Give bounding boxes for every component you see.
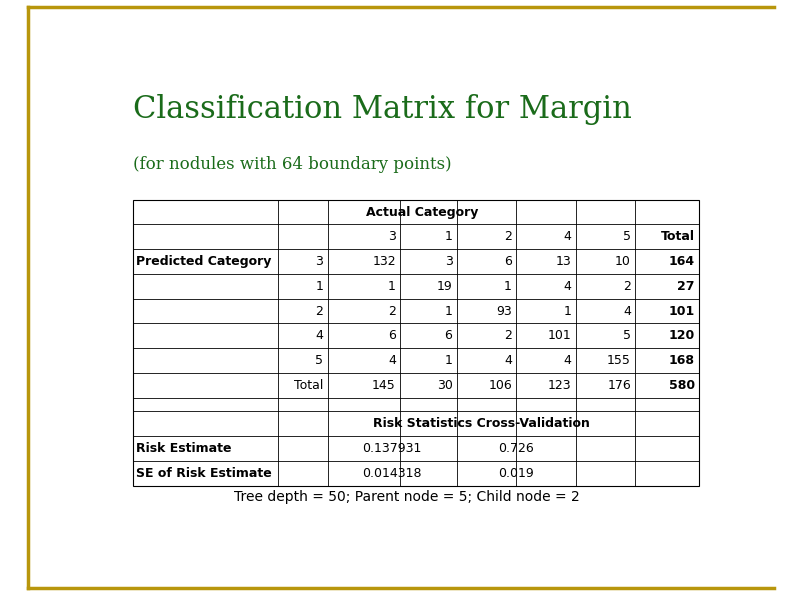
Text: Tree depth = 50; Parent node = 5; Child node = 2: Tree depth = 50; Parent node = 5; Child … [234, 490, 580, 503]
Text: 2: 2 [315, 305, 323, 318]
Text: 5: 5 [315, 354, 323, 367]
Text: 13: 13 [556, 255, 572, 268]
Text: Risk Estimate: Risk Estimate [137, 442, 232, 455]
Text: 106: 106 [488, 379, 512, 392]
Text: 4: 4 [504, 354, 512, 367]
Text: Actual Category: Actual Category [366, 205, 478, 218]
Text: (for nodules with 64 boundary points): (for nodules with 64 boundary points) [133, 156, 452, 173]
Text: 132: 132 [372, 255, 396, 268]
Text: 5: 5 [623, 329, 631, 342]
Text: 1: 1 [315, 280, 323, 293]
Text: 2: 2 [504, 230, 512, 243]
Text: 168: 168 [669, 354, 695, 367]
Text: Risk Statistics Cross-Validation: Risk Statistics Cross-Validation [373, 417, 590, 430]
Text: 101: 101 [548, 329, 572, 342]
Text: Total: Total [294, 379, 323, 392]
Text: 0.014318: 0.014318 [362, 466, 422, 480]
Text: 3: 3 [315, 255, 323, 268]
Text: 93: 93 [496, 305, 512, 318]
Text: 4: 4 [388, 354, 396, 367]
Text: 123: 123 [548, 379, 572, 392]
Text: 1: 1 [445, 354, 453, 367]
Text: 145: 145 [372, 379, 396, 392]
Text: 6: 6 [445, 329, 453, 342]
Text: 4: 4 [315, 329, 323, 342]
Bar [133, 200, 700, 486]
Text: 4: 4 [564, 230, 572, 243]
Text: 5: 5 [623, 230, 631, 243]
Text: 580: 580 [669, 379, 695, 392]
Text: 4: 4 [623, 305, 631, 318]
Text: 6: 6 [504, 255, 512, 268]
Text: 30: 30 [437, 379, 453, 392]
Text: 2: 2 [504, 329, 512, 342]
Text: 6: 6 [388, 329, 396, 342]
Text: SE of Risk Estimate: SE of Risk Estimate [137, 466, 272, 480]
Text: 176: 176 [607, 379, 631, 392]
Text: 155: 155 [607, 354, 631, 367]
Text: 10: 10 [615, 255, 631, 268]
Text: Classification Matrix for Margin: Classification Matrix for Margin [133, 94, 632, 126]
Text: 27: 27 [677, 280, 695, 293]
Text: 19: 19 [437, 280, 453, 293]
Text: 1: 1 [504, 280, 512, 293]
Text: Total: Total [661, 230, 695, 243]
Text: 4: 4 [564, 354, 572, 367]
Text: 1: 1 [388, 280, 396, 293]
Text: 0.137931: 0.137931 [363, 442, 422, 455]
Text: 120: 120 [669, 329, 695, 342]
Text: 1: 1 [564, 305, 572, 318]
Text: 101: 101 [669, 305, 695, 318]
Text: 1: 1 [445, 230, 453, 243]
Text: 0.019: 0.019 [499, 466, 534, 480]
Text: 2: 2 [388, 305, 396, 318]
Text: 0.726: 0.726 [499, 442, 534, 455]
Text: 3: 3 [445, 255, 453, 268]
Text: 4: 4 [564, 280, 572, 293]
Text: 1: 1 [445, 305, 453, 318]
Text: 2: 2 [623, 280, 631, 293]
Text: Predicted Category: Predicted Category [137, 255, 272, 268]
Text: 164: 164 [669, 255, 695, 268]
Text: 3: 3 [388, 230, 396, 243]
